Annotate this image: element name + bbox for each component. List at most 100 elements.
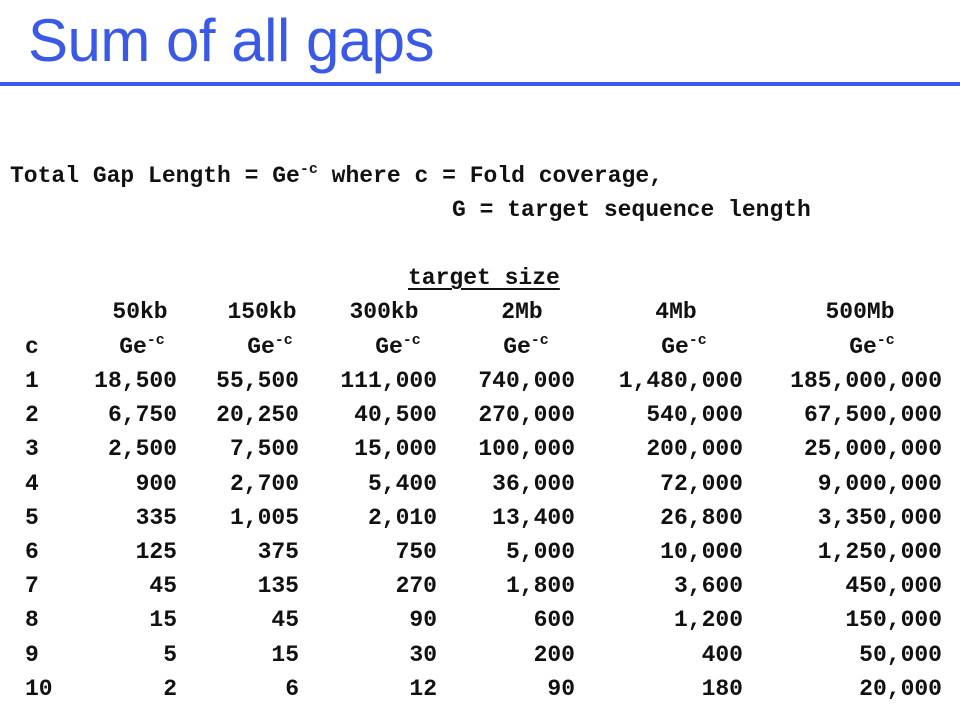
table-cell: 335 <box>135 504 177 531</box>
unit-exponent: -c <box>530 332 549 349</box>
table-cell: 90 <box>409 607 437 634</box>
table-cell: 2,010 <box>367 504 437 531</box>
column-unit-header: Ge-c <box>328 332 468 365</box>
table-cell: 750 <box>395 539 437 565</box>
column-unit-header: Ge-c <box>456 332 596 365</box>
table-cell: 125 <box>135 539 177 565</box>
unit-base: Ge <box>849 334 877 360</box>
column-unit-header: Ge-c <box>200 332 340 365</box>
column-header-c: c <box>25 334 39 360</box>
table-cell: 15,000 <box>354 436 437 463</box>
formula-line: Total Gap Length = Ge-c where c = Fold c… <box>10 160 663 195</box>
table-cell: 20,250 <box>216 402 299 429</box>
table-cell: 90 <box>547 675 575 702</box>
table-cell: 1,005 <box>229 504 299 531</box>
row-coverage-value: 9 <box>25 641 39 668</box>
table-cell: 185,000,000 <box>790 368 942 394</box>
table-cell: 135 <box>257 573 299 600</box>
unit-base: Ge <box>375 334 403 360</box>
column-header-size: 50kb <box>112 299 168 325</box>
column-unit-header: Ge-c <box>614 332 754 365</box>
table-cell: 2,500 <box>107 436 177 463</box>
unit-exponent: -c <box>876 332 895 349</box>
table-cell: 1,200 <box>673 607 743 634</box>
table-cell: 180 <box>701 675 743 702</box>
table-cell: 9,000,000 <box>817 470 942 497</box>
row-coverage-value: 6 <box>25 539 39 565</box>
table-group-header: target size <box>408 265 560 291</box>
table-cell: 1,480,000 <box>618 368 743 394</box>
unit-base: Ge <box>119 334 147 360</box>
column-header-size: 500Mb <box>825 299 895 325</box>
column-header-size: 4Mb <box>655 299 697 325</box>
table-cell: 67,500,000 <box>803 402 942 429</box>
table-cell: 2 <box>163 675 177 702</box>
table-cell: 200 <box>533 641 575 668</box>
table-cell: 150,000 <box>845 607 942 634</box>
table-cell: 100,000 <box>478 436 575 463</box>
unit-base: Ge <box>661 334 689 360</box>
table-cell: 3,600 <box>673 573 743 600</box>
table-cell: 25,000,000 <box>803 436 942 463</box>
table-cell: 200,000 <box>646 436 743 463</box>
table-cell: 270,000 <box>478 402 575 429</box>
title-underline-rule <box>0 82 960 86</box>
slide-title: Sum of all gaps <box>28 7 435 74</box>
table-cell: 72,000 <box>660 470 743 497</box>
row-coverage-value: 4 <box>25 470 39 497</box>
table-cell: 15 <box>149 607 177 634</box>
table-cell: 10,000 <box>660 539 743 565</box>
table-cell: 18,500 <box>94 368 177 394</box>
table-cell: 5,000 <box>505 539 575 565</box>
table-cell: 540,000 <box>646 402 743 429</box>
row-coverage-value: 10 <box>25 675 53 702</box>
table-cell: 5,400 <box>367 470 437 497</box>
column-header-size: 150kb <box>227 299 297 325</box>
table-cell: 270 <box>395 573 437 600</box>
table-cell: 740,000 <box>478 368 575 394</box>
table-cell: 15 <box>271 641 299 668</box>
column-unit-header: Ge-c <box>802 332 942 365</box>
table-cell: 7,500 <box>229 436 299 463</box>
table-cell: 1,250,000 <box>817 539 942 565</box>
table-cell: 6 <box>285 675 299 702</box>
unit-base: Ge <box>503 334 531 360</box>
table-cell: 50,000 <box>859 641 942 668</box>
unit-exponent: -c <box>402 332 421 349</box>
table-cell: 36,000 <box>492 470 575 497</box>
column-header-size: 2Mb <box>501 299 543 325</box>
formula-exponent: -c <box>299 161 318 178</box>
table-cell: 40,500 <box>354 402 437 429</box>
table-cell: 400 <box>701 641 743 668</box>
table-cell: 55,500 <box>216 368 299 394</box>
table-cell: 12 <box>409 675 437 702</box>
table-cell: 2,700 <box>229 470 299 497</box>
table-cell: 600 <box>533 607 575 634</box>
row-coverage-value: 5 <box>25 504 39 531</box>
unit-exponent: -c <box>146 332 165 349</box>
row-coverage-value: 3 <box>25 436 39 463</box>
table-cell: 6,750 <box>107 402 177 429</box>
table-cell: 45 <box>149 573 177 600</box>
unit-exponent: -c <box>688 332 707 349</box>
unit-exponent: -c <box>274 332 293 349</box>
table-cell: 1,800 <box>505 573 575 600</box>
table-cell: 3,350,000 <box>817 504 942 531</box>
table-cell: 45 <box>271 607 299 634</box>
formula-prefix: Total Gap Length = Ge <box>10 163 300 189</box>
table-cell: 5 <box>163 641 177 668</box>
row-coverage-value: 8 <box>25 607 39 634</box>
table-cell: 900 <box>135 470 177 497</box>
table-cell: 111,000 <box>340 368 437 394</box>
table-cell: 375 <box>257 539 299 565</box>
table-cell: 450,000 <box>845 573 942 600</box>
formula-definition-g: G = target sequence length <box>452 197 811 223</box>
table-cell: 13,400 <box>492 504 575 531</box>
unit-base: Ge <box>247 334 275 360</box>
row-coverage-value: 2 <box>25 402 39 429</box>
table-cell: 20,000 <box>859 675 942 702</box>
row-coverage-value: 7 <box>25 573 39 600</box>
table-cell: 30 <box>409 641 437 668</box>
formula-suffix: where c = Fold coverage, <box>317 163 663 189</box>
row-coverage-value: 1 <box>25 368 39 394</box>
